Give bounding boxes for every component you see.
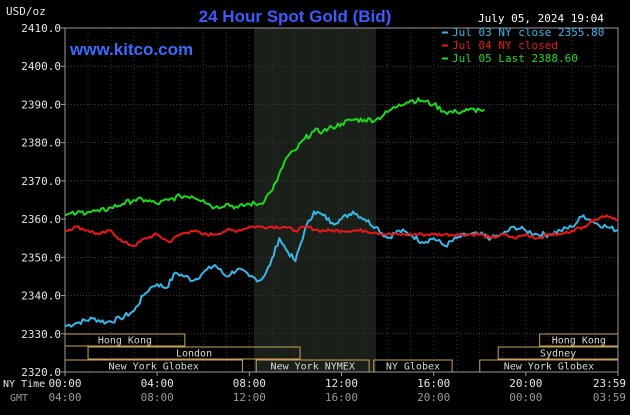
session-box bbox=[87, 346, 301, 360]
date-stamp: July 05, 2024 19:04 bbox=[478, 12, 604, 25]
session-label: New York Globex bbox=[504, 362, 594, 373]
x-tick-label-ny: 04:00 bbox=[141, 377, 174, 390]
y-tick-label: 2340.0 bbox=[21, 290, 61, 303]
y-tick-label: 2350.0 bbox=[21, 251, 61, 264]
x-tick-label-ny: 20:00 bbox=[509, 377, 542, 390]
y-tick-label: 2400.0 bbox=[21, 60, 61, 73]
session-label: Sydney bbox=[540, 349, 576, 360]
axes: 2410.0 2400.0 2390.0 2380.0 2370.0 2360.0 2350… bbox=[21, 22, 626, 404]
y-tick-label: 2330.0 bbox=[21, 328, 61, 341]
x-tick-label-gmt: 03:59 bbox=[593, 391, 626, 404]
x-tick-label-ny: 16:00 bbox=[417, 377, 450, 390]
legend-entry: Jul 03 NY close 2355.80 bbox=[452, 26, 604, 39]
y-tick-label: 2320.0 bbox=[21, 366, 61, 379]
session-label: London bbox=[176, 349, 212, 360]
legend-entry: Jul 04 NY closed bbox=[452, 39, 558, 52]
series-line bbox=[64, 97, 485, 217]
x-tick-label-gmt: 12:00 bbox=[233, 391, 266, 404]
chart-title: 24 Hour Spot Gold (Bid) bbox=[199, 7, 392, 26]
x-tick-label-ny: 00:00 bbox=[48, 377, 81, 390]
x-tick-label-gmt: 08:00 bbox=[141, 391, 174, 404]
x-tick-label-gmt: 00:00 bbox=[509, 391, 542, 404]
gmt-label: GMT bbox=[10, 393, 28, 404]
market-hours-highlight bbox=[253, 28, 377, 372]
series-lines bbox=[64, 97, 619, 328]
trading-sessions: Hong Kong London New York Globex New York N… bbox=[64, 333, 619, 373]
session-label: NY Globex bbox=[386, 362, 440, 373]
legend-entry: Jul 05 Last 2388.60 bbox=[452, 52, 578, 65]
y-axis-unit: USD/oz bbox=[6, 5, 46, 18]
ny-time-label: NY Time bbox=[3, 379, 45, 390]
x-tick-label-ny: 12:00 bbox=[325, 377, 358, 390]
session-label: New York NYMEX bbox=[271, 362, 355, 373]
session-label: New York Globex bbox=[109, 362, 199, 373]
y-tick-label: 2360.0 bbox=[21, 213, 61, 226]
series-line bbox=[64, 214, 619, 247]
session-label: Hong Kong bbox=[98, 336, 152, 347]
site-watermark: www.kitco.com bbox=[69, 40, 193, 59]
x-tick-label-gmt: 20:00 bbox=[417, 391, 450, 404]
x-tick-label-ny: 08:00 bbox=[233, 377, 266, 390]
x-tick-label-ny: 23:59 bbox=[593, 377, 626, 390]
series-line bbox=[64, 210, 619, 328]
grid bbox=[64, 27, 619, 373]
y-tick-label: 2380.0 bbox=[21, 137, 61, 150]
session-label: Hong Kong bbox=[552, 336, 606, 347]
x-tick-label-gmt: 16:00 bbox=[325, 391, 358, 404]
x-tick-label-gmt: 04:00 bbox=[48, 391, 81, 404]
y-tick-label: 2370.0 bbox=[21, 175, 61, 188]
y-tick-label: 2390.0 bbox=[21, 98, 61, 111]
y-tick-label: 2410.0 bbox=[21, 22, 61, 35]
